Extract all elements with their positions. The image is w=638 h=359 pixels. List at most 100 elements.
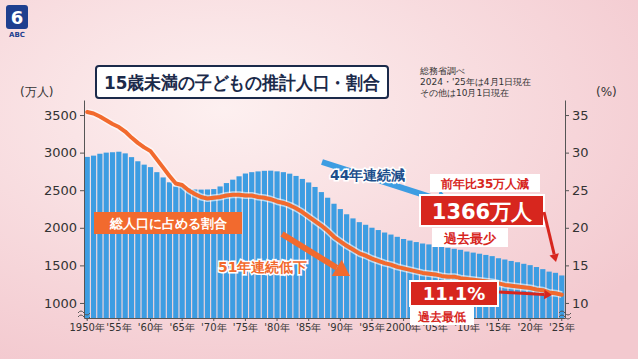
axis-title: (万人)	[20, 85, 53, 99]
tick-label: 1000	[44, 296, 77, 311]
annotation: 前年比35万人減	[440, 177, 530, 191]
tick: '20年	[517, 318, 542, 333]
tick-label: '25年	[549, 322, 574, 333]
bar	[104, 153, 109, 318]
line-halo	[87, 112, 562, 295]
tick-mark	[277, 318, 278, 321]
bar	[230, 180, 235, 318]
annotation: 総務省調べ	[419, 66, 465, 76]
tick-label: '15年	[486, 322, 511, 333]
bar	[97, 154, 102, 318]
tick-mark	[565, 153, 569, 154]
tick-label: '95年	[359, 322, 384, 333]
tick: 1500	[44, 258, 84, 273]
tick-label: '85年	[296, 322, 321, 333]
tick-mark	[308, 318, 309, 321]
axis-break	[78, 311, 90, 319]
tick-mark	[80, 228, 84, 229]
arrowhead	[544, 290, 552, 300]
tick-label: 30	[572, 145, 589, 160]
tick: '75年	[233, 318, 258, 333]
tick-label: '75年	[233, 322, 258, 333]
axis: 10 15 20 25 30 35	[565, 101, 589, 319]
annotation-box	[432, 228, 508, 247]
bar	[116, 152, 121, 318]
tick-mark	[213, 318, 214, 321]
tick-mark	[118, 318, 119, 321]
tick-mark	[245, 318, 246, 321]
axis-break	[559, 311, 571, 319]
tick-label: 15	[572, 258, 589, 273]
tick: 30	[565, 145, 589, 160]
bar	[262, 171, 267, 318]
tick: 1000	[44, 296, 84, 311]
tick: '60年	[138, 318, 163, 333]
bar	[110, 152, 115, 318]
axis: 1000 1500 2000 2500 3000 3500	[44, 101, 85, 319]
background	[0, 0, 638, 359]
annotation-box	[94, 212, 242, 234]
tick-mark	[182, 318, 183, 321]
bar	[161, 177, 166, 318]
axis-line	[565, 101, 566, 319]
tick: 3000	[44, 145, 84, 160]
arrowhead	[550, 253, 559, 262]
tick-label: 10	[572, 296, 589, 311]
tick-label: 3000	[44, 145, 77, 160]
bar	[211, 189, 216, 318]
title: 15歳未満の子どもの推計人口・割合	[104, 72, 380, 93]
series-label: 総人口に占める割合	[109, 216, 227, 231]
tick: 2500	[44, 183, 84, 198]
tick: 2000	[44, 220, 84, 235]
bar	[192, 189, 197, 318]
tick: 25	[565, 183, 589, 198]
tick-mark	[565, 303, 569, 304]
annotation-box	[410, 307, 474, 325]
tick-mark	[565, 115, 569, 116]
tick: '65年	[169, 318, 194, 333]
tick: '90年	[328, 318, 353, 333]
annotation: 6	[11, 7, 24, 28]
axis-line	[84, 101, 85, 319]
annotation: 過去最少	[443, 231, 497, 246]
bar	[287, 174, 292, 318]
tick: '70年	[201, 318, 226, 333]
tick-mark	[80, 265, 84, 266]
bar	[91, 156, 96, 318]
axis: 1950年'55年'60年'65年'70年'75年'80年'85年'90年'95…	[70, 318, 575, 333]
tick-mark	[80, 153, 84, 154]
tick: '85年	[296, 318, 321, 333]
arrow	[322, 162, 437, 199]
annotation: その他は10月1日現在	[420, 88, 509, 98]
tick-label: '20年	[517, 322, 542, 333]
bar	[224, 183, 229, 318]
arrow	[499, 292, 544, 295]
tick-label: '90年	[328, 322, 353, 333]
tick: '15年	[486, 318, 511, 333]
tick: 35	[565, 108, 589, 123]
tick: 10	[565, 296, 589, 311]
arrow	[544, 212, 554, 254]
bar	[350, 218, 355, 318]
tick: 20	[565, 220, 589, 235]
bar	[218, 186, 223, 318]
tick: '95年	[359, 318, 384, 333]
arrowhead	[332, 260, 350, 276]
annotation: 過去最低	[417, 310, 466, 324]
tick: 3500	[44, 108, 84, 123]
annotation: 51年連続低下	[218, 259, 307, 275]
tick-label: 25	[572, 183, 589, 198]
bar	[268, 171, 273, 318]
tick: 1950年	[70, 318, 105, 333]
bar	[363, 225, 368, 318]
tick-mark	[561, 318, 562, 321]
tick-label: 1500	[44, 258, 77, 273]
bar	[274, 171, 279, 318]
tick-label: '55年	[106, 322, 131, 333]
tick-label: 2000	[44, 220, 77, 235]
bar	[129, 157, 134, 318]
bar	[148, 167, 153, 318]
annotation-box	[430, 174, 540, 192]
tick: '55年	[106, 318, 131, 333]
tick-mark	[80, 303, 84, 304]
